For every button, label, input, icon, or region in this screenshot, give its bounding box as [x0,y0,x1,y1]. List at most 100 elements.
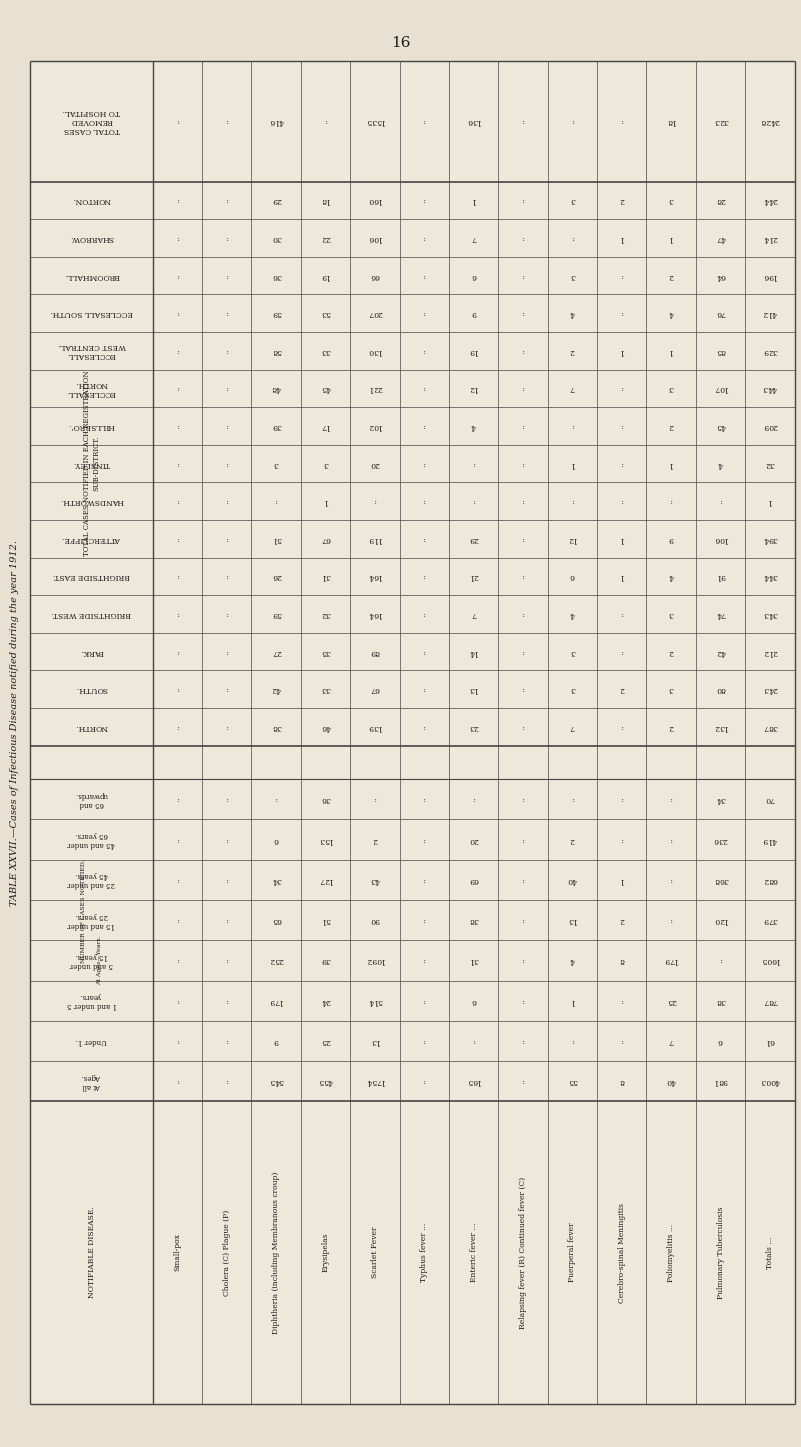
Text: 25: 25 [666,997,676,1004]
Text: 2: 2 [570,347,575,355]
Text: :: : [571,498,574,505]
Text: 91: 91 [715,573,726,580]
Text: 33: 33 [320,686,331,693]
Text: :: : [521,724,525,731]
Text: 65 and
upwards.: 65 and upwards. [75,790,108,807]
Text: 1: 1 [669,347,674,355]
Text: BROOMHALL.: BROOMHALL. [63,272,119,279]
Text: 17: 17 [320,423,330,430]
Text: 3: 3 [570,197,575,204]
Text: 6: 6 [718,1037,723,1045]
Text: :: : [521,498,525,505]
Text: 236: 236 [713,835,728,844]
Text: :: : [521,835,525,844]
Text: 243: 243 [763,686,777,693]
Text: 1: 1 [570,997,575,1004]
Text: 329: 329 [763,347,777,355]
Text: :: : [521,310,525,317]
Text: 4: 4 [669,573,674,580]
Text: 416: 416 [269,117,284,126]
Text: Pulmonary Tuberculosis: Pulmonary Tuberculosis [717,1207,725,1299]
Text: 21: 21 [469,573,478,580]
Text: 212: 212 [763,648,777,655]
Text: 4: 4 [570,956,575,965]
Text: 443: 443 [763,385,777,392]
Text: 102: 102 [368,423,382,430]
Text: 127: 127 [318,875,333,884]
Text: Totals ...: Totals ... [766,1236,774,1269]
Text: :: : [423,796,425,803]
Text: 90: 90 [370,916,380,925]
Text: :: : [521,197,525,204]
Text: 2: 2 [372,835,377,844]
Text: 120: 120 [713,916,728,925]
Text: 8: 8 [619,1078,624,1085]
Text: :: : [670,796,673,803]
Text: 682: 682 [763,875,777,884]
Text: :: : [373,796,376,803]
Text: 139: 139 [368,724,382,731]
Text: :: : [571,796,574,803]
Text: :: : [521,956,525,965]
Text: Small-pox: Small-pox [173,1234,181,1272]
Text: :: : [621,310,623,317]
Text: Puerperal fever: Puerperal fever [569,1223,577,1282]
Text: 981: 981 [713,1078,728,1085]
Text: 42: 42 [715,648,726,655]
Text: Enteric fever ...: Enteric fever ... [469,1223,477,1282]
Text: :: : [176,234,179,242]
Text: 7: 7 [471,234,476,242]
Text: 153: 153 [318,835,333,844]
Text: :: : [176,796,179,803]
Text: 368: 368 [713,875,728,884]
Text: 252: 252 [269,956,284,965]
Text: 106: 106 [713,535,728,543]
Text: :: : [225,875,228,884]
Text: 3: 3 [570,272,575,279]
Text: 76: 76 [715,310,726,317]
Text: :: : [521,117,525,126]
Text: :: : [176,347,179,355]
Text: :: : [473,796,475,803]
Text: :: : [176,875,179,884]
Text: :: : [670,498,673,505]
Text: :: : [225,234,228,242]
Text: :: : [521,423,525,430]
Text: :: : [225,385,228,392]
Text: :: : [423,686,425,693]
Text: 2: 2 [619,686,624,693]
Text: :: : [521,1037,525,1045]
Text: :: : [225,573,228,580]
Text: 164: 164 [368,573,382,580]
Text: :: : [423,234,425,242]
Text: 38: 38 [272,724,281,731]
Text: HILLSBRO'.: HILLSBRO'. [68,423,115,430]
Text: :: : [225,498,228,505]
Text: 4: 4 [471,423,476,430]
Text: 7: 7 [471,611,476,618]
Text: 66: 66 [370,272,380,279]
Text: 20: 20 [370,460,380,467]
Text: 15 and under
25 years.: 15 and under 25 years. [68,912,115,929]
Text: :: : [621,498,623,505]
Text: :: : [225,423,228,430]
Text: :: : [719,498,722,505]
Text: 51: 51 [320,916,330,925]
Text: NORTON.: NORTON. [72,197,111,204]
Text: :: : [621,611,623,618]
Text: 4003: 4003 [760,1078,779,1085]
Text: :: : [176,1078,179,1085]
Text: :: : [423,347,425,355]
Text: 4: 4 [669,310,674,317]
Text: 28: 28 [715,197,726,204]
Text: 3: 3 [669,611,674,618]
Text: :: : [225,460,228,467]
Text: 130: 130 [368,347,382,355]
Text: 2: 2 [669,423,674,430]
Text: 343: 343 [763,611,777,618]
Text: 69: 69 [469,875,478,884]
Text: :: : [225,648,228,655]
Text: 33: 33 [320,347,331,355]
Text: :: : [521,535,525,543]
Text: :: : [521,347,525,355]
